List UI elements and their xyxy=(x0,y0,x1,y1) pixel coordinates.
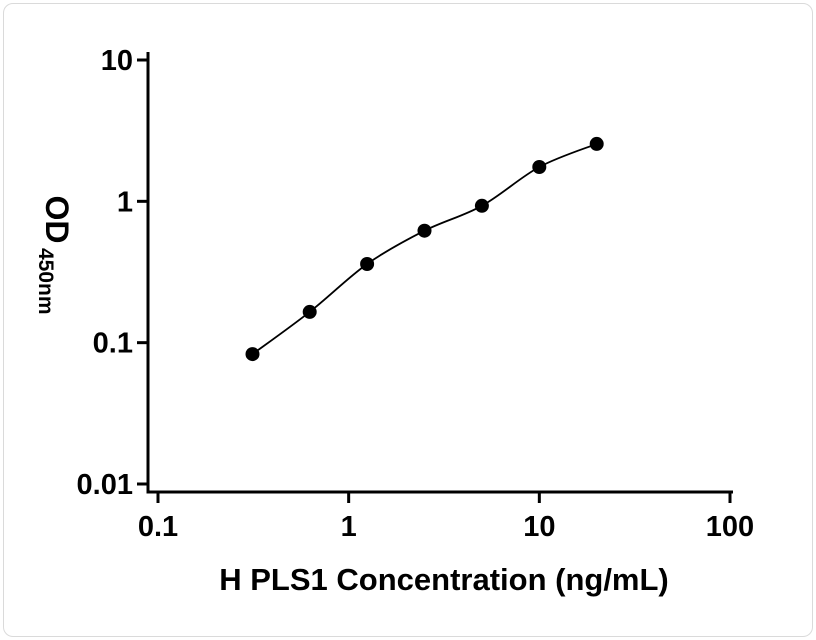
x-tick-label: 1 xyxy=(341,511,357,543)
data-point xyxy=(589,136,604,151)
x-tick-label: 10 xyxy=(523,511,555,543)
data-point xyxy=(302,304,317,319)
y-tick-label: 10 xyxy=(101,45,133,77)
y-tick-label: 0.1 xyxy=(93,328,133,360)
x-axis-title: H PLS1 Concentration (ng/mL) xyxy=(219,562,669,597)
data-point xyxy=(360,257,375,271)
x-tick-label: 100 xyxy=(706,511,754,543)
y-axis-title-sub: 450nm xyxy=(34,248,57,315)
data-point xyxy=(532,160,547,174)
y-tick-label: 1 xyxy=(117,186,133,218)
data-point xyxy=(417,223,432,238)
y-tick-label: 0.01 xyxy=(77,469,133,501)
x-tick-label: 0.1 xyxy=(138,511,178,543)
y-axis-title: OD 450nm xyxy=(34,196,75,315)
standard-curve-line xyxy=(251,143,598,355)
y-axis-title-main: OD xyxy=(39,196,75,244)
data-point xyxy=(245,347,260,362)
data-point xyxy=(474,198,489,213)
